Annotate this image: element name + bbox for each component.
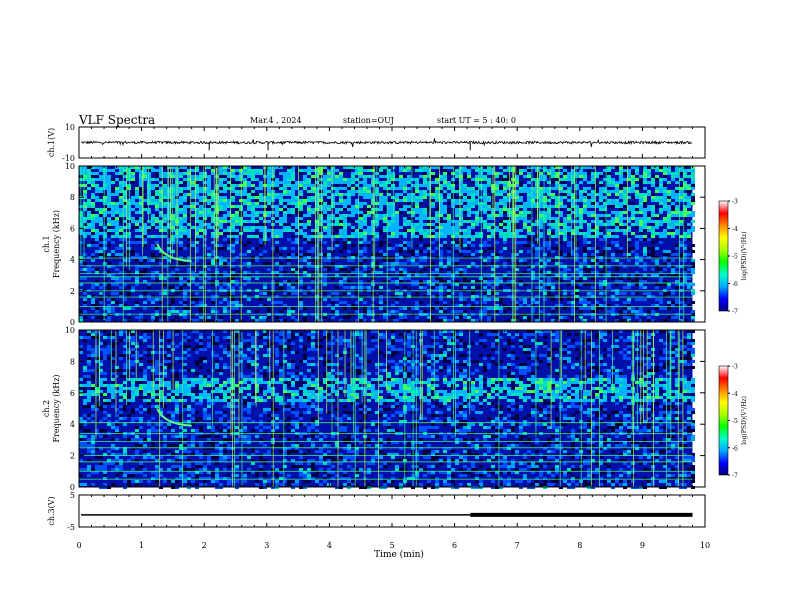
ch2-spectrogram-ylabel-line: Frequency (kHz) [52,374,61,442]
ch2-spectrogram-image [79,330,695,489]
ch2-spectrogram-ytick: 8 [70,357,75,366]
x-tick-label: 9 [640,541,645,550]
ch1-spectrogram-ytick: 6 [70,224,75,233]
ch1-spectrogram-ytick: 4 [70,256,75,265]
ch2-spectrogram-panel: 0 2 4 6 8 10 ch.2 Frequency (kHz) [42,326,706,492]
ch3-signal-ytick: 5 [70,491,75,500]
ch1-waveform-ylabel: ch.1(V) [47,128,56,157]
ch1-spectrogram-whistler [156,243,192,263]
ch2-spectrogram-ytick: 6 [70,389,75,398]
cb1-tick: -5 [732,254,738,261]
ch2-spectrogram-whistler [156,408,192,427]
x-tick-label: 3 [264,541,269,550]
ch1-spectrogram-ytick: 2 [70,287,75,296]
colorbar-ch2: -3 -4 -5 -6 -7 log(PSD)(V²/Hz) [718,364,748,480]
ch1-spectrogram-ytick: 10 [65,162,75,171]
x-axis-label: Time (min) [374,549,424,560]
cb2-label: log(PSD)(V²/Hz) [741,396,748,445]
ch3-signal-frame [78,494,706,528]
figure-title: VLF Spectra [78,113,155,127]
ch3-signal-ylabel: ch.3(V) [47,496,56,525]
ch1-spectrogram-ytick: 0 [70,318,75,327]
cb1-tick: -3 [732,199,738,206]
ch2-spectrogram-ytick: 0 [70,483,75,492]
start-time-label: start UT = 5 : 40: 0 [437,116,516,125]
cb2-tick: -5 [732,418,738,425]
cb2-tick: -3 [732,364,738,371]
x-tick-label: 2 [202,541,207,550]
x-tick-label: 0 [76,541,81,550]
ch1-waveform-panel: 10 -10 ch.1(V) [47,123,706,163]
cb2-tick: -4 [732,391,738,398]
x-tick-label: 6 [452,541,457,550]
ch1-spectrogram-ytick: 8 [70,193,75,202]
date-label: Mar.4 , 2024 [250,116,302,125]
x-tick-label: 1 [139,541,144,550]
ch2-spectrogram-ytick: 10 [65,326,75,335]
ch1-waveform-ytick: -10 [62,154,75,163]
time-axis: 0 1 2 3 4 5 6 7 8 9 10 [76,541,710,550]
cb2-tick: -6 [732,445,738,452]
ch2-spectrogram-ytick: 4 [70,420,75,429]
colorbar-ch1: -3 -4 -5 -6 -7 log(PSD)(V²/Hz) [718,199,748,316]
ch3-signal-panel: 5 -5 ch.3(V) [47,491,706,532]
ch1-spectrogram-ylabel-line: Frequency (kHz) [52,210,61,278]
ch3-signal-ylabel-line: ch.3(V) [47,496,56,525]
x-tick-label: 8 [577,541,582,550]
cb1-tick: -4 [732,226,738,233]
ch1-spectrogram-panel: 0 2 4 6 8 10 ch.1 Frequency (kHz) [42,162,706,327]
cb1-tick: -7 [732,309,738,316]
ch1-waveform-line [80,138,693,148]
ch2-spectrogram-ylabel-line: ch.2 [42,400,51,417]
ch3-signal-ytick: -5 [67,523,75,532]
ch1-spectrogram-ylabel-line: ch.1 [42,235,51,252]
ch2-spectrogram-ylabel: ch.2 Frequency (kHz) [42,374,61,442]
x-tick-label: 4 [327,541,332,550]
cb2-scale [718,365,729,476]
ch1-spectrogram-ylabel: ch.1 Frequency (kHz) [42,210,61,278]
cb1-label: log(PSD)(V²/Hz) [741,232,748,281]
ch1-waveform-ylabel-line: ch.1(V) [47,128,56,157]
cb2-tick: -7 [732,473,738,480]
x-tick-label: 10 [700,541,710,550]
cb1-tick: -6 [732,281,738,288]
x-tick-label: 5 [389,541,394,550]
x-tick-label: 7 [515,541,520,550]
ch1-spectrogram-image [79,166,695,322]
ch1-waveform-ytick: 10 [65,123,75,132]
cb1-scale [718,200,729,312]
station-label: station=OUJ [343,116,394,125]
ch2-spectrogram-ytick: 2 [70,452,75,461]
